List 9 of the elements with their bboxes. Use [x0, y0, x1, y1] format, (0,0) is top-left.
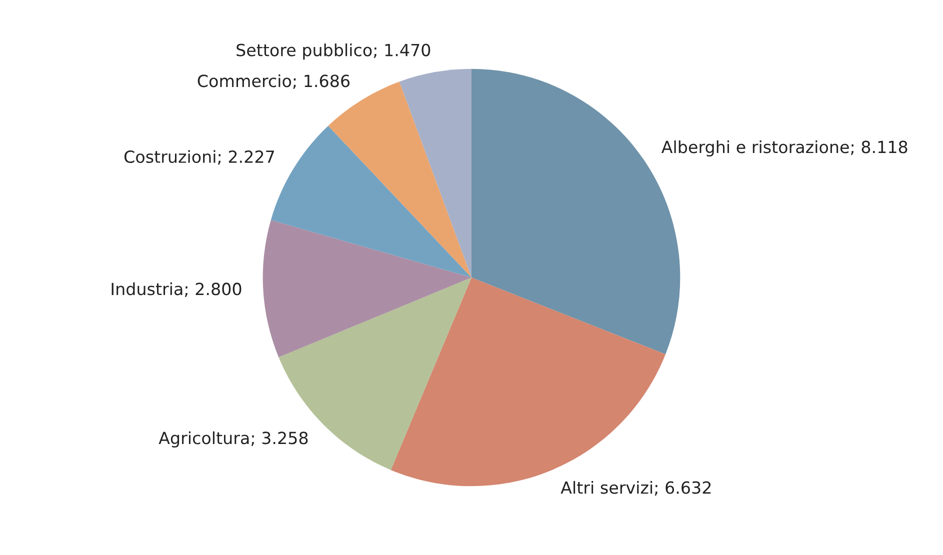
slice-label: Commercio; 1.686 [198, 74, 350, 89]
slice-label: Costruzioni; 2.227 [124, 150, 274, 165]
slice-label: Settore pubblico; 1.470 [236, 43, 430, 60]
pie-slice [399, 68, 472, 278]
pie-slice [262, 220, 472, 358]
slice-label: Altri servizi; 6.632 [560, 480, 711, 496]
slice-label: Agricoltura; 3.258 [158, 431, 308, 448]
slice-label: Alberghi e ristorazione; 8.118 [661, 140, 908, 157]
slice-label: Industria; 2.800 [112, 282, 242, 297]
